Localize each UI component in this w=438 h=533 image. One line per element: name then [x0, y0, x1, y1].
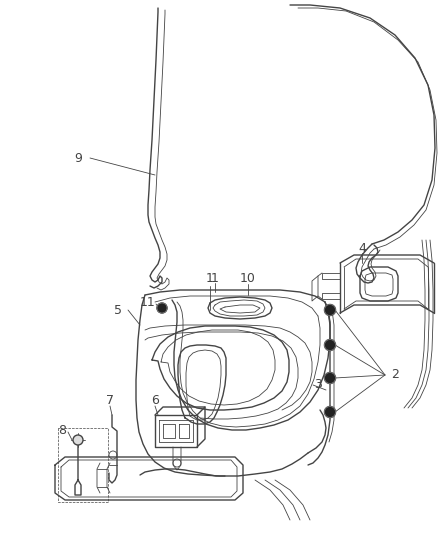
Text: 5: 5	[114, 303, 122, 317]
Text: 4: 4	[358, 241, 366, 254]
Text: 1: 1	[206, 271, 214, 285]
Circle shape	[325, 407, 336, 417]
Text: 9: 9	[74, 151, 82, 165]
Text: 1: 1	[211, 271, 219, 285]
Text: 7: 7	[106, 393, 114, 407]
Text: 6: 6	[151, 393, 159, 407]
Text: 8: 8	[58, 424, 66, 437]
Circle shape	[73, 435, 83, 445]
Circle shape	[325, 304, 336, 316]
Circle shape	[325, 373, 336, 384]
Circle shape	[325, 340, 336, 351]
Text: 2: 2	[391, 368, 399, 382]
Circle shape	[157, 303, 167, 313]
Text: 10: 10	[240, 272, 256, 286]
Text: 11: 11	[140, 295, 156, 309]
Text: 3: 3	[314, 378, 322, 392]
